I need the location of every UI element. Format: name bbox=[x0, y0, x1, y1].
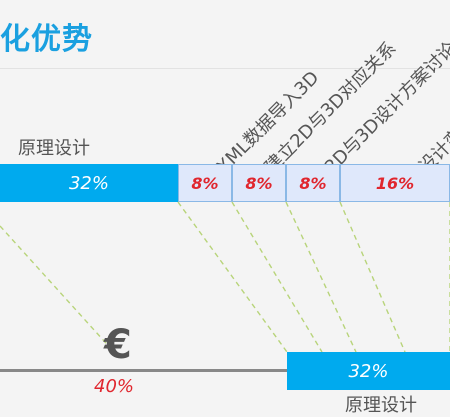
guide-line-4 bbox=[339, 201, 406, 353]
guide-line-3 bbox=[285, 201, 357, 353]
page-title: 化优势 bbox=[0, 22, 93, 57]
top-segment-2: 8% bbox=[232, 164, 286, 202]
baseline-rule bbox=[0, 369, 290, 372]
top-segment-1: 8% bbox=[178, 164, 232, 202]
bottom-row-label: 原理设计 bbox=[345, 395, 417, 416]
bottom-bar: 32% bbox=[287, 352, 450, 390]
top-segment-4: 16% bbox=[340, 164, 450, 202]
top-row-label: 原理设计 bbox=[18, 138, 90, 159]
euro-icon: € bbox=[104, 322, 132, 368]
guide-line-2 bbox=[231, 201, 323, 353]
bottom-left-pct: 40% bbox=[94, 376, 135, 397]
guide-line-left bbox=[0, 225, 115, 353]
title-divider bbox=[0, 68, 450, 69]
top-main-segment: 32% bbox=[0, 164, 178, 202]
guide-line-1 bbox=[177, 201, 288, 353]
top-segment-3: 8% bbox=[286, 164, 340, 202]
